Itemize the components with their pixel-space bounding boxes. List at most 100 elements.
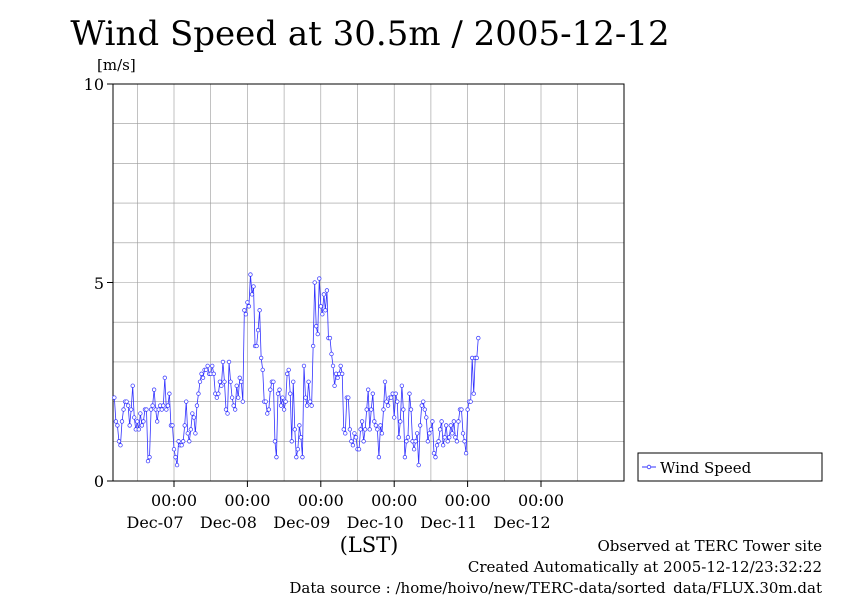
data-point xyxy=(173,455,178,460)
data-point xyxy=(468,399,473,404)
data-point xyxy=(347,427,353,432)
data-point xyxy=(277,387,282,392)
data-point xyxy=(155,419,160,424)
x-tick-time-2: 00:00 xyxy=(298,491,344,510)
data-point xyxy=(245,300,250,305)
data-point xyxy=(181,439,186,444)
data-point xyxy=(320,312,325,317)
data-point xyxy=(445,439,450,444)
data-point xyxy=(411,447,417,452)
data-point xyxy=(191,415,197,420)
data-point xyxy=(113,419,119,424)
data-point xyxy=(318,304,323,309)
data-point xyxy=(304,403,310,408)
data-point xyxy=(349,439,354,444)
data-point xyxy=(476,335,481,341)
data-point xyxy=(358,427,363,432)
data-point xyxy=(414,431,420,436)
data-point xyxy=(330,363,336,369)
data-point xyxy=(121,407,126,412)
data-point xyxy=(145,459,151,464)
data-point xyxy=(437,427,443,432)
data-point xyxy=(182,423,187,428)
grid xyxy=(107,83,624,482)
data-point xyxy=(234,383,239,388)
data-point xyxy=(399,383,405,388)
data-point xyxy=(434,443,440,448)
data-point xyxy=(376,455,382,460)
data-point xyxy=(372,419,377,424)
data-point xyxy=(444,423,449,428)
data-point xyxy=(456,419,461,424)
data-point xyxy=(130,383,135,388)
data-point xyxy=(463,451,469,456)
x-tick-date-1: Dec-08 xyxy=(200,513,257,532)
x-tick-time-1: 00:00 xyxy=(224,491,270,510)
data-point xyxy=(396,435,401,440)
data-point xyxy=(447,435,452,440)
data-point xyxy=(259,355,264,361)
data-point xyxy=(171,447,177,452)
data-point xyxy=(211,371,216,376)
data-point xyxy=(324,288,330,293)
data-point xyxy=(350,443,356,448)
data-point xyxy=(249,292,255,297)
data-point xyxy=(231,403,236,408)
data-point xyxy=(174,462,180,468)
data-point xyxy=(148,407,154,412)
data-point xyxy=(451,419,456,424)
data-point xyxy=(289,439,294,444)
data-point xyxy=(268,387,273,392)
data-point xyxy=(413,439,418,444)
data-point xyxy=(392,415,397,420)
data-point xyxy=(233,407,238,412)
data-point xyxy=(240,399,245,404)
data-point xyxy=(159,407,164,412)
data-point xyxy=(288,391,293,396)
data-point xyxy=(405,435,411,440)
data-point xyxy=(197,379,203,384)
data-point xyxy=(291,379,296,384)
data-point xyxy=(440,443,446,448)
data-point xyxy=(187,439,192,444)
data-point xyxy=(167,391,172,396)
data-point xyxy=(453,435,458,440)
data-point xyxy=(418,423,423,428)
data-point xyxy=(431,451,437,456)
data-point xyxy=(150,403,155,408)
data-point xyxy=(450,431,455,436)
data-point xyxy=(407,391,412,396)
data-point xyxy=(314,324,319,329)
data-point xyxy=(271,379,276,384)
data-point xyxy=(225,411,230,416)
data-point xyxy=(369,407,374,412)
data-point xyxy=(335,375,340,380)
footer-observed: Observed at TERC Tower site xyxy=(597,537,822,555)
data-point xyxy=(179,443,184,448)
data-point xyxy=(401,407,406,412)
data-point xyxy=(454,439,460,444)
data-point xyxy=(263,399,268,404)
x-axis-label: (LST) xyxy=(340,533,399,557)
x-tick-time-4: 00:00 xyxy=(445,491,491,510)
data-point xyxy=(375,427,380,432)
data-point xyxy=(226,359,232,365)
data-point xyxy=(379,431,385,436)
legend-box xyxy=(637,452,823,482)
data-point xyxy=(112,395,117,400)
data-point xyxy=(422,407,427,412)
data-point xyxy=(138,411,143,416)
data-point xyxy=(352,431,357,436)
data-point xyxy=(118,443,123,448)
data-point xyxy=(254,343,259,349)
footer-datasource: Data source : /home/hoivo/new/TERC-data/… xyxy=(289,579,822,595)
y-tick-label-10: 10 xyxy=(84,75,104,94)
data-point xyxy=(165,403,171,408)
data-point xyxy=(257,308,262,313)
data-point xyxy=(298,435,304,440)
data-point xyxy=(248,272,253,277)
data-point xyxy=(398,419,403,424)
data-point xyxy=(364,407,369,412)
data-point xyxy=(359,419,365,424)
data-point xyxy=(184,399,189,404)
